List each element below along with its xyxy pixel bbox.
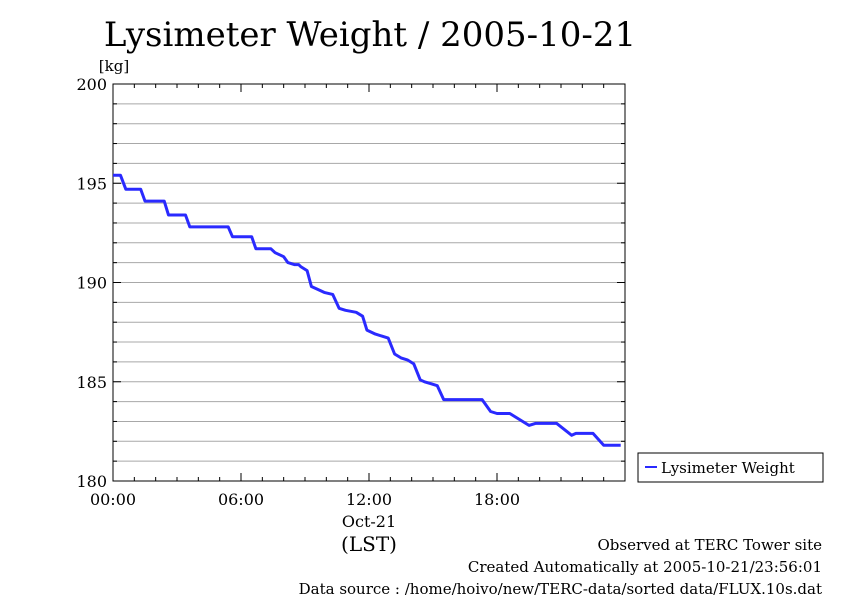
y-tick-label: 180: [76, 472, 107, 491]
legend-box: [637, 452, 824, 483]
series-line-lysimeter-weight: [113, 173, 621, 447]
footer-observed: Observed at TERC Tower site: [597, 536, 822, 554]
x-axis-date-label: Oct-21: [342, 512, 396, 531]
footer-created: Created Automatically at 2005-10-21/23:5…: [468, 558, 822, 576]
x-tick-label: 06:00: [218, 490, 264, 509]
x-tick-label: 00:00: [90, 490, 136, 509]
legend: Lysimeter Weight: [637, 452, 824, 483]
y-tick-label: 185: [76, 373, 107, 392]
tick-labels: 180 185 190 195 200 00:00 06:00 12:00 18:00: [76, 75, 520, 509]
grid: [113, 103, 625, 462]
x-tick-label: 12:00: [346, 490, 392, 509]
y-axis-label: [kg]: [99, 57, 129, 75]
footer-source: Data source : /home/hoivo/new/TERC-data/…: [299, 580, 822, 595]
x-axis-label: (LST): [341, 532, 397, 556]
y-tick-label: 200: [76, 75, 107, 94]
y-tick-label: 190: [76, 274, 107, 293]
series-lines: [113, 173, 621, 447]
x-tick-label: 18:00: [474, 490, 520, 509]
axes: [112, 83, 626, 482]
legend-label: Lysimeter Weight: [661, 459, 795, 477]
chart-title: Lysimeter Weight / 2005-10-21: [104, 15, 636, 55]
y-tick-label: 195: [76, 174, 107, 193]
